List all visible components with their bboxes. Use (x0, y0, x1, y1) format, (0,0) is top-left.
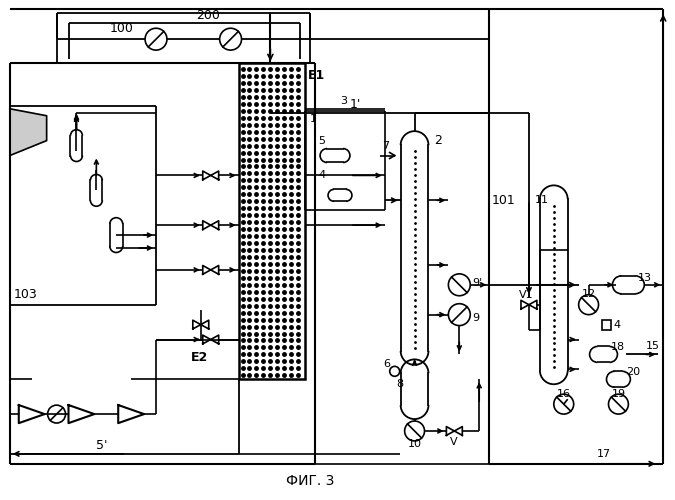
Polygon shape (10, 109, 47, 156)
Text: 5: 5 (318, 136, 325, 145)
Text: ФИГ. 3: ФИГ. 3 (286, 474, 334, 488)
Text: 18: 18 (610, 342, 624, 352)
Text: V: V (450, 437, 458, 447)
Text: E1: E1 (308, 70, 325, 82)
Text: 5': 5' (97, 440, 108, 452)
Bar (238, 63, 305, 380)
Text: 20: 20 (626, 368, 641, 378)
Text: 15: 15 (646, 342, 660, 351)
Text: 9': 9' (472, 278, 483, 288)
Text: 4: 4 (318, 170, 325, 180)
Text: 7: 7 (382, 140, 389, 150)
Text: 4: 4 (614, 320, 620, 330)
Text: 13: 13 (639, 273, 652, 283)
Text: 200: 200 (196, 9, 219, 22)
Bar (601, 320, 612, 330)
Text: 12: 12 (582, 289, 596, 299)
Text: 103: 103 (14, 288, 38, 301)
Text: 6: 6 (384, 360, 391, 370)
Text: 19: 19 (612, 389, 626, 399)
Text: 101: 101 (492, 194, 516, 207)
Text: 2: 2 (435, 134, 442, 147)
Text: 11: 11 (535, 196, 549, 205)
Text: 16: 16 (557, 389, 571, 399)
Text: 10: 10 (408, 439, 422, 449)
Text: 1': 1' (350, 98, 361, 112)
Text: 100: 100 (109, 22, 133, 35)
Text: 17: 17 (597, 449, 611, 459)
Text: V1: V1 (519, 290, 534, 300)
Text: 9: 9 (472, 312, 479, 322)
Text: 1: 1 (310, 114, 317, 124)
Text: 3: 3 (340, 96, 347, 106)
Text: E2: E2 (191, 351, 208, 364)
Text: 8: 8 (397, 379, 404, 389)
